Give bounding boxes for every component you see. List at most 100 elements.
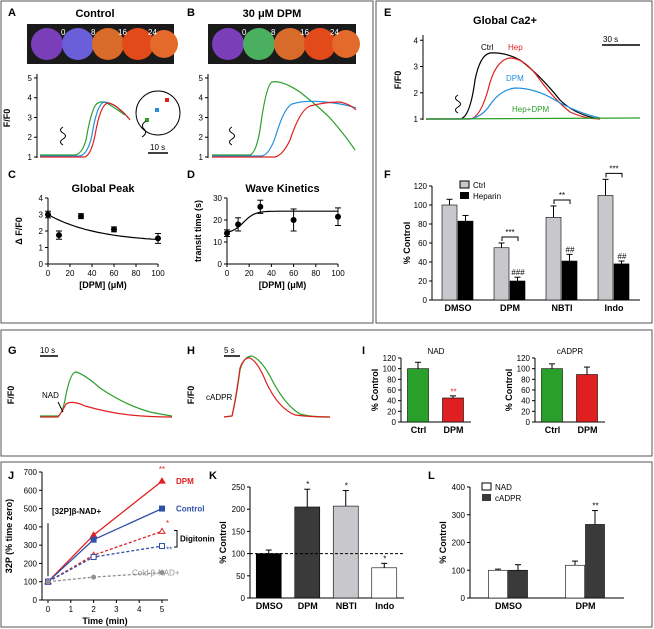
C-point bbox=[111, 226, 117, 233]
panel-a-scale-label: 10 s bbox=[150, 143, 165, 152]
panel-h-scale-label: 5 s bbox=[224, 346, 235, 355]
J-xtick-label: 1 bbox=[69, 605, 74, 614]
K-bar bbox=[371, 567, 398, 599]
F-bar bbox=[613, 263, 630, 301]
cell-b2 bbox=[274, 28, 306, 60]
panel-e-label-hep: Hep bbox=[508, 43, 523, 52]
panel-b-cells bbox=[212, 28, 360, 60]
ytick-label: 1 bbox=[414, 115, 419, 124]
C-point bbox=[56, 232, 62, 239]
K-ytick-label: 250 bbox=[232, 483, 246, 492]
panel-e-scale-label: 30 s bbox=[603, 35, 618, 44]
J-sig: ** bbox=[166, 545, 172, 554]
F-sig2-label: ## bbox=[618, 252, 627, 261]
C-title: Global Peak bbox=[72, 183, 136, 195]
panel-b-letter: B bbox=[187, 7, 195, 19]
F-category-label: Indo bbox=[605, 303, 624, 313]
D-fit-line bbox=[226, 210, 338, 233]
C-point bbox=[45, 211, 51, 218]
C-xtick-label: 0 bbox=[46, 269, 51, 278]
trace-e-dpm bbox=[426, 87, 601, 120]
J-point bbox=[158, 527, 166, 534]
cell-a3 bbox=[122, 28, 154, 60]
ytick-label: 4 bbox=[414, 36, 419, 45]
K-ytick-label: 150 bbox=[232, 527, 246, 536]
C-ytick-label: 4 bbox=[39, 194, 44, 203]
J-ytick-label: 100 bbox=[24, 578, 38, 587]
D-xlabel: [DPM] (μM) bbox=[259, 280, 307, 290]
F-sig-bracket bbox=[501, 236, 519, 241]
ytick-label: 4 bbox=[28, 94, 33, 103]
pipette-b-icon bbox=[229, 126, 235, 146]
panel-e-title: Global Ca2+ bbox=[473, 15, 537, 27]
ytick-label: 3 bbox=[414, 63, 419, 72]
J-ytick-label: 600 bbox=[24, 486, 38, 495]
D-ytick-label: 10 bbox=[213, 238, 222, 247]
D-title: Wave Kinetics bbox=[245, 183, 319, 195]
J-xtick-label: 2 bbox=[91, 605, 96, 614]
C-xtick-label: 80 bbox=[132, 269, 141, 278]
C-point bbox=[78, 213, 84, 220]
J-label-dpm: DPM bbox=[176, 477, 194, 486]
C-xlabel: [DPM] (μM) bbox=[79, 280, 127, 290]
J-xtick-label: 4 bbox=[137, 605, 142, 614]
L-legend-nad-swatch bbox=[481, 482, 492, 491]
I-cADPR-ytick-label: 80 bbox=[521, 375, 530, 384]
trace-b-blue bbox=[212, 100, 357, 157]
J-label-control: Control bbox=[176, 505, 204, 514]
L-ytick-label: 100 bbox=[452, 566, 466, 575]
panel-h-letter: H bbox=[187, 345, 195, 357]
I-cADPR-ytick-label: 40 bbox=[521, 397, 530, 406]
K-category-label: NBTI bbox=[336, 601, 357, 611]
cell-b4 bbox=[332, 30, 360, 58]
I-NAD-ytick-label: 0 bbox=[392, 418, 397, 427]
C-ytick-label: 1 bbox=[39, 244, 44, 253]
D-point bbox=[224, 230, 230, 237]
J-sig: * bbox=[166, 519, 169, 528]
panel-e-yticks: 1 2 3 4 bbox=[414, 36, 423, 124]
panel-e-letter: E bbox=[384, 7, 391, 19]
panel-e-label-dpm: DPM bbox=[506, 74, 524, 83]
J-xtick-label: 0 bbox=[46, 605, 51, 614]
I-cADPR-title: cADPR bbox=[557, 347, 583, 356]
cell-a1 bbox=[62, 28, 94, 60]
trace-e-hep bbox=[426, 57, 601, 120]
panel-a-title: Control bbox=[75, 8, 114, 20]
trace-a-blue bbox=[40, 101, 129, 157]
trace-e-hepdpm bbox=[425, 117, 641, 120]
F-bar bbox=[545, 217, 562, 301]
trace-g-green bbox=[40, 371, 173, 417]
chart-d: 0 10 20 30 0 20 40 60 80 100 Wave Kinetics [DPM] (μ… bbox=[193, 183, 345, 290]
J-ytick-label: 300 bbox=[24, 541, 38, 550]
C-ytick-label: 2 bbox=[39, 227, 44, 236]
panel-h-ylabel: F/F0 bbox=[186, 386, 196, 405]
K-ytick-label: 200 bbox=[232, 505, 246, 514]
K-ytick-label: 50 bbox=[236, 572, 245, 581]
I-cADPR-category-label: Ctrl bbox=[545, 425, 561, 435]
C-ylabel: Δ F/F0 bbox=[14, 217, 24, 244]
panel-e-label-ctrl: Ctrl bbox=[481, 43, 494, 52]
panel-g-traces bbox=[40, 371, 173, 418]
J-point bbox=[159, 570, 165, 576]
F-ytick-label: 40 bbox=[418, 258, 427, 267]
F-category-label: DPM bbox=[500, 303, 520, 313]
panel-b-frame-16: 16 bbox=[300, 28, 309, 37]
F-ytick-label: 80 bbox=[418, 220, 427, 229]
trace-g-red bbox=[40, 401, 173, 418]
D-xtick-label: 0 bbox=[225, 269, 230, 278]
I-NAD-category-label: DPM bbox=[444, 425, 464, 435]
pipette-diagram-icon bbox=[141, 120, 147, 138]
J-sig: ** bbox=[159, 465, 165, 474]
D-point bbox=[235, 221, 242, 228]
L-ytick-label: 400 bbox=[452, 483, 466, 492]
frame-ef bbox=[375, 0, 653, 324]
K-bar bbox=[294, 506, 321, 599]
I-cADPR-category-label: DPM bbox=[578, 425, 598, 435]
F-sig-label: *** bbox=[609, 164, 618, 173]
marker-red-icon bbox=[165, 98, 169, 102]
F-bar bbox=[561, 260, 578, 301]
panel-a-ylabel: F/F0 bbox=[2, 109, 12, 128]
